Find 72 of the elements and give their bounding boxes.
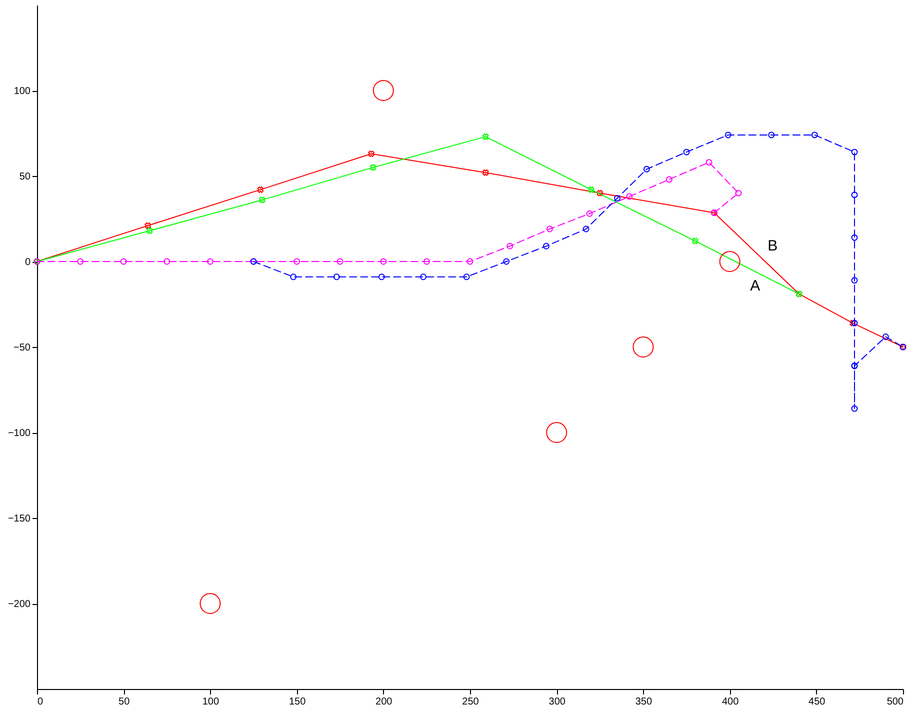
point [200, 593, 221, 614]
point [257, 186, 264, 193]
point [258, 196, 266, 204]
point [643, 166, 650, 172]
point [294, 258, 300, 265]
point [368, 150, 374, 157]
point [811, 132, 818, 138]
point [372, 80, 394, 101]
y-tick-label: −100 [8, 428, 31, 439]
series-label: B [768, 237, 778, 254]
x-tick-label: 400 [722, 696, 740, 708]
point [735, 190, 742, 196]
point [683, 148, 690, 156]
point [546, 422, 568, 443]
point [120, 258, 127, 265]
point [582, 226, 590, 232]
point [482, 133, 489, 140]
point [506, 242, 514, 250]
point [463, 274, 470, 280]
point [146, 228, 153, 234]
point [380, 258, 387, 265]
y-tick-label: 100 [14, 86, 31, 97]
point [503, 258, 510, 265]
point [588, 186, 594, 193]
x-tick-label: 450 [808, 696, 826, 708]
x-tick-label: 50 [118, 696, 130, 708]
x-tick-label: 200 [376, 696, 393, 708]
y-tick-label: −200 [8, 599, 31, 610]
point [370, 164, 376, 171]
point [164, 258, 170, 265]
point [482, 169, 489, 176]
point [614, 194, 620, 202]
point [851, 405, 858, 412]
point [542, 242, 550, 250]
x-tick-label: 500 [886, 696, 904, 708]
point [706, 159, 712, 166]
point [851, 148, 858, 156]
x-tick-label: 350 [635, 696, 652, 708]
point [632, 336, 654, 358]
x-tick-label: 300 [548, 696, 566, 708]
x-tick-label: 0 [38, 696, 44, 708]
point [851, 277, 858, 284]
point [290, 274, 297, 280]
point [768, 132, 775, 138]
point [719, 251, 740, 272]
x-tick-label: 150 [288, 696, 306, 708]
point [466, 258, 474, 265]
point [626, 193, 633, 200]
y-tick-label: 50 [19, 172, 31, 182]
series-label: A [750, 277, 760, 294]
point [596, 190, 604, 196]
point [333, 274, 340, 280]
point [851, 234, 858, 241]
point [420, 274, 426, 280]
y-tick-label: 0 [24, 257, 31, 268]
point [423, 258, 430, 265]
point [144, 222, 152, 229]
point [77, 258, 84, 265]
point [724, 132, 732, 138]
y-tick-label: −50 [14, 342, 31, 354]
point [666, 176, 672, 183]
point [882, 334, 889, 340]
point [378, 274, 385, 280]
point [546, 226, 553, 232]
point [336, 258, 344, 265]
point [206, 258, 214, 265]
point [586, 210, 593, 217]
point [851, 192, 858, 198]
x-tick-label: 100 [202, 696, 220, 708]
x-tick-label: 250 [462, 696, 480, 708]
y-tick-label: −150 [8, 514, 31, 524]
point [692, 238, 698, 244]
